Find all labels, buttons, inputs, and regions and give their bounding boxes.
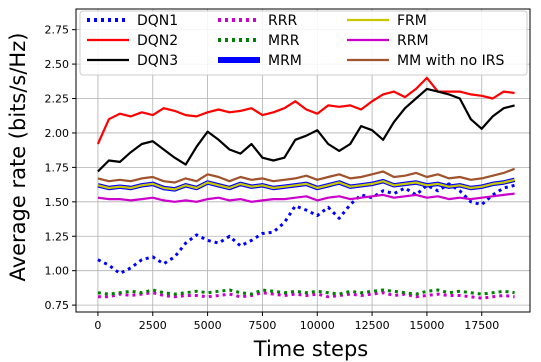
y-tick-label: 1.75 [45,161,70,174]
x-tick-label: 12500 [355,319,390,332]
legend-entry-label: DQN2 [137,33,178,49]
y-tick-label: 2.75 [45,24,70,37]
x-tick-label: 7500 [248,319,276,332]
x-tick-label: 17500 [464,319,499,332]
y-tick-label: 0.75 [45,299,70,312]
series-line-mrr [97,288,515,296]
series-line-dqn3 [97,87,515,173]
x-axis-label: Time steps [253,337,368,361]
series-line-frm [97,178,515,191]
series-line-dqn1 [97,182,515,275]
y-tick-label: 2.00 [45,127,70,140]
x-tick-label: 2500 [139,319,167,332]
y-tick-label: 1.00 [45,265,70,278]
series-line-rrm [97,192,515,203]
legend-box [79,10,528,76]
x-tick-label: 0 [94,319,101,332]
legend-entry-label: RRM [397,33,429,49]
legend-entry-label: FRM [397,13,427,29]
y-tick-label: 1.50 [45,196,70,209]
series-line-mm-with-no-irs [97,167,515,184]
x-axis-ticks: 0 2500 5000 7500 10000 12500 15000 17500 [94,312,499,332]
legend-entry-label: MRR [268,33,300,49]
legend-entry-label: MRM [268,53,302,69]
legend-entry-label: DQN3 [137,53,178,69]
legend-entry-label: RRR [268,13,297,29]
series-lines [96,76,516,300]
series-line-dqn2 [96,76,515,145]
y-tick-label: 1.25 [45,230,70,243]
legend: DQN1 DQN2 DQN3 RRR MRR MRM FRM RRM MM with no IR… [79,10,528,76]
y-axis-ticks: 0.75 1.00 1.25 1.50 1.75 2.00 2.25 2.50 2.75 [45,24,76,312]
x-tick-label: 5000 [194,319,222,332]
plot-frame [75,8,531,313]
legend-entry-label: DQN1 [137,13,178,29]
y-tick-label: 2.25 [45,93,70,106]
y-axis-label: Average rate (bits/s/Hz) [6,33,30,282]
series-line-rrr [97,291,515,300]
legend-entry-label: MM with no IRS [397,53,505,69]
x-tick-label: 10000 [300,319,335,332]
x-tick-label: 15000 [409,319,444,332]
y-tick-label: 2.50 [45,58,70,71]
